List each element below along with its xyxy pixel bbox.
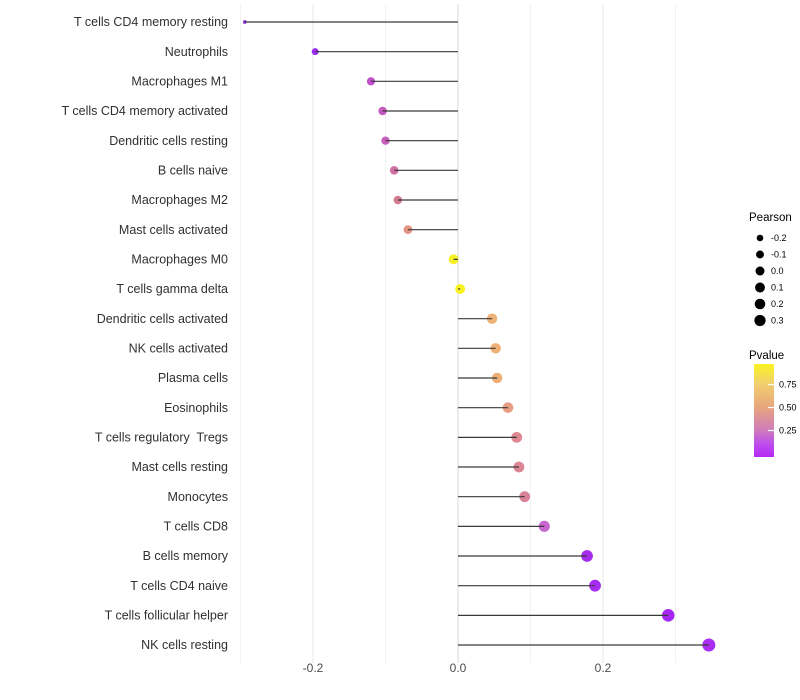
y-axis-label: B cells memory	[143, 549, 229, 563]
y-axis-label: T cells follicular helper	[105, 609, 228, 623]
y-axis-label: NK cells activated	[129, 342, 228, 356]
y-axis-label: Dendritic cells resting	[109, 134, 228, 148]
y-axis-label: Plasma cells	[158, 371, 228, 385]
y-axis-label: Eosinophils	[164, 401, 228, 415]
pearson-legend-dot	[756, 234, 764, 242]
y-axis-label: NK cells resting	[141, 638, 228, 652]
x-axis-group: -0.2 0.0 0.2	[303, 661, 612, 675]
pvalue-gradient-bar	[754, 364, 774, 457]
y-axis-label: Macrophages M2	[131, 193, 228, 207]
y-axis-label: Dendritic cells activated	[97, 312, 228, 326]
pvalue-tick-label: 0.25	[779, 426, 797, 436]
pearson-legend-dot	[755, 282, 765, 293]
x-axis-tick-label: 0.2	[595, 661, 612, 675]
pearson-legend-label: 0.2	[771, 299, 784, 309]
pvalue-tick-label: 0.75	[779, 380, 797, 390]
pvalue-legend-ticks: 0.75 0.50 0.25	[768, 380, 797, 436]
pvalue-color-legend: Pvalue 0.75 0.50 0.25	[749, 350, 797, 457]
lollipop-dot	[581, 550, 593, 562]
pearson-legend-dot	[754, 314, 766, 327]
gridlines-group	[240, 4, 676, 663]
lollipop-dot	[378, 106, 387, 116]
y-axis-label: Monocytes	[168, 490, 228, 504]
pvalue-legend-title: Pvalue	[749, 350, 784, 362]
pearson-legend-label: 0.1	[771, 283, 784, 293]
pearson-legend-dot	[755, 266, 765, 276]
y-axis-label: T cells CD4 memory resting	[74, 15, 228, 29]
y-axis-label: Neutrophils	[165, 45, 228, 59]
lollipop-rows-group	[242, 20, 716, 652]
y-axis-label: T cells CD4 naive	[130, 579, 228, 593]
y-axis-label: Mast cells activated	[119, 223, 228, 237]
lollipop-dot	[502, 402, 514, 413]
pearson-size-legend: Pearson -0.2 -0.1 0.0 0.1 0.2 0.3	[749, 212, 792, 327]
pearson-legend-label: 0.3	[771, 316, 784, 326]
y-axis-label: B cells naive	[158, 164, 228, 178]
pearson-legend-label: -0.1	[771, 250, 787, 260]
y-axis-label: Mast cells resting	[131, 460, 228, 474]
y-axis-labels-group: T cells CD4 memory resting Neutrophils Mac…	[62, 15, 229, 652]
pearson-legend-label: -0.2	[771, 233, 787, 243]
x-axis-tick-label: -0.2	[303, 661, 324, 675]
pearson-legend-dot	[754, 298, 766, 310]
y-axis-label: Macrophages M0	[131, 253, 228, 267]
pearson-legend-label: 0.0	[771, 266, 784, 276]
pearson-legend-title: Pearson	[749, 212, 792, 224]
y-axis-label: T cells gamma delta	[116, 282, 228, 296]
y-axis-label: Macrophages M1	[131, 75, 228, 89]
pearson-legend-dot	[756, 250, 764, 259]
y-axis-label: T cells CD8	[164, 520, 228, 534]
pvalue-tick-label: 0.50	[779, 403, 797, 413]
y-axis-label: T cells CD4 memory activated	[62, 104, 229, 118]
y-axis-label: T cells regulatory Tregs	[95, 431, 228, 445]
x-axis-tick-label: 0.0	[450, 661, 467, 675]
